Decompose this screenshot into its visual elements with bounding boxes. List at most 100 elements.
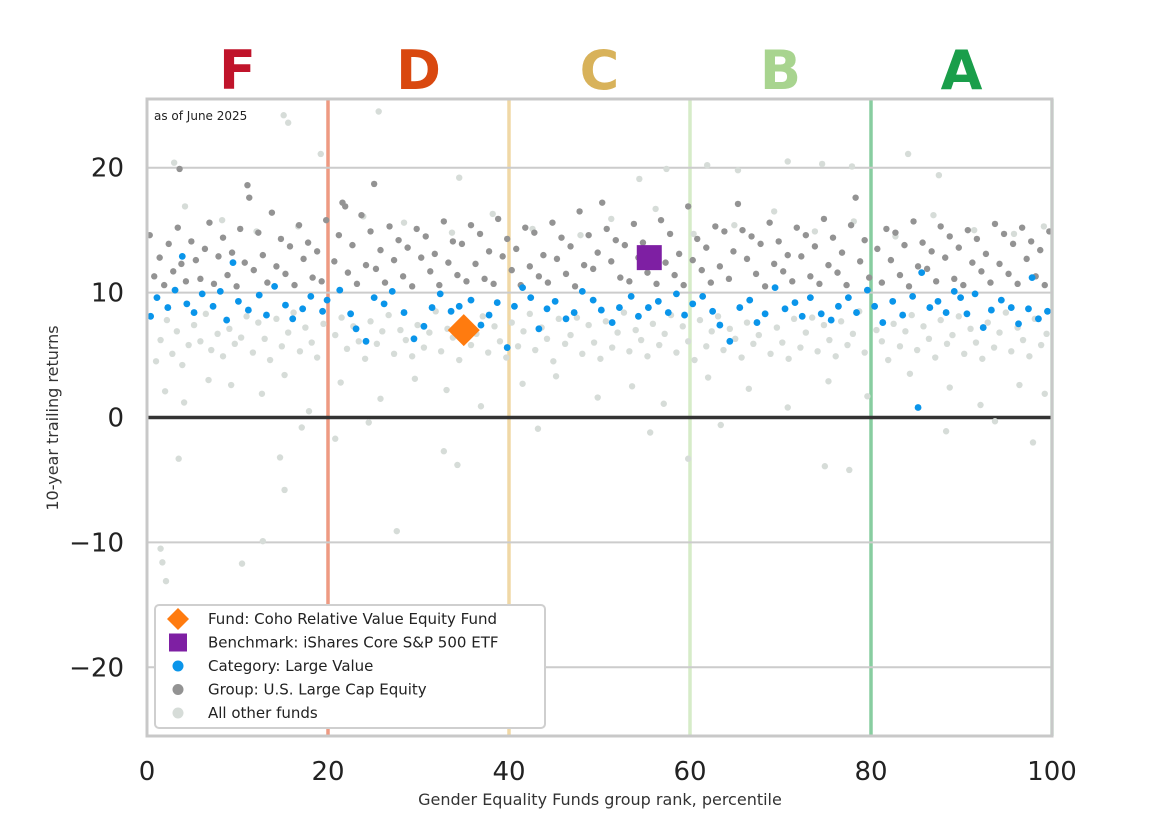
data-point bbox=[934, 297, 942, 305]
data-point bbox=[955, 313, 962, 320]
data-point bbox=[654, 297, 662, 305]
data-point bbox=[503, 235, 511, 243]
legend-marker bbox=[172, 660, 184, 672]
data-point bbox=[375, 108, 382, 115]
data-point bbox=[1015, 320, 1022, 328]
data-point bbox=[562, 270, 570, 278]
data-point bbox=[399, 273, 407, 280]
data-point bbox=[156, 254, 163, 261]
data-point bbox=[201, 245, 209, 253]
data-point bbox=[395, 236, 402, 244]
data-point bbox=[161, 388, 169, 395]
data-point bbox=[937, 316, 944, 324]
data-point bbox=[490, 280, 497, 288]
data-point bbox=[192, 256, 200, 264]
data-point bbox=[971, 290, 979, 298]
data-point bbox=[594, 394, 601, 401]
data-point bbox=[264, 279, 271, 286]
data-point bbox=[300, 255, 307, 263]
y-axis-ticks: 20 10 0 −10 −20 bbox=[69, 154, 124, 684]
data-point bbox=[408, 283, 416, 290]
data-point bbox=[846, 466, 853, 474]
data-point bbox=[218, 216, 226, 224]
data-point bbox=[358, 211, 365, 219]
data-point bbox=[337, 379, 344, 386]
data-point bbox=[620, 309, 628, 316]
data-point bbox=[463, 278, 470, 285]
data-point bbox=[767, 350, 774, 357]
data-point bbox=[206, 219, 213, 226]
data-point bbox=[1000, 230, 1008, 238]
data-point bbox=[937, 223, 944, 230]
data-point bbox=[320, 320, 327, 328]
grade-label: D bbox=[396, 39, 441, 102]
data-point bbox=[164, 304, 172, 311]
data-point bbox=[1005, 270, 1012, 278]
data-point bbox=[238, 560, 246, 567]
data-point bbox=[808, 314, 816, 321]
data-point bbox=[666, 230, 674, 238]
data-point bbox=[946, 233, 953, 240]
data-point bbox=[367, 228, 374, 235]
data-point bbox=[709, 307, 717, 315]
data-point bbox=[355, 338, 362, 345]
data-point bbox=[960, 281, 967, 289]
data-point bbox=[1043, 330, 1050, 338]
data-point bbox=[614, 329, 621, 336]
data-point bbox=[377, 246, 384, 254]
data-point bbox=[227, 381, 235, 389]
data-point bbox=[585, 321, 592, 329]
data-point bbox=[181, 203, 189, 210]
data-point bbox=[278, 343, 286, 350]
legend-label: Group: U.S. Large Cap Equity bbox=[208, 681, 427, 699]
data-point bbox=[597, 355, 604, 362]
data-point bbox=[290, 309, 297, 316]
data-point bbox=[987, 306, 995, 314]
data-point bbox=[914, 404, 922, 411]
data-point bbox=[543, 335, 551, 343]
data-point bbox=[332, 331, 339, 339]
data-point bbox=[798, 312, 806, 320]
data-point bbox=[246, 194, 253, 201]
data-point bbox=[228, 249, 236, 256]
legend-box bbox=[154, 604, 546, 729]
data-point bbox=[467, 221, 475, 229]
data-point bbox=[281, 486, 288, 494]
data-point bbox=[653, 280, 660, 288]
data-point bbox=[576, 208, 583, 215]
grade-label: B bbox=[760, 39, 801, 102]
data-point bbox=[322, 216, 330, 224]
data-point bbox=[481, 275, 488, 283]
data-point bbox=[1041, 390, 1048, 397]
data-point bbox=[707, 279, 715, 286]
data-point bbox=[255, 319, 262, 326]
data-point bbox=[616, 304, 623, 311]
data-point bbox=[313, 354, 321, 361]
data-point bbox=[743, 255, 751, 263]
data-point bbox=[400, 309, 408, 316]
data-point bbox=[649, 320, 657, 328]
data-point bbox=[295, 221, 303, 229]
data-point bbox=[485, 311, 493, 319]
data-point bbox=[630, 220, 638, 228]
data-point bbox=[349, 241, 356, 249]
data-point bbox=[1016, 381, 1023, 389]
data-point bbox=[520, 328, 527, 335]
data-point bbox=[691, 356, 698, 364]
data-point bbox=[943, 340, 951, 348]
data-point bbox=[411, 375, 419, 382]
data-point bbox=[291, 281, 298, 289]
legend-marker bbox=[172, 707, 184, 719]
data-point bbox=[843, 281, 850, 289]
data-point bbox=[963, 310, 971, 318]
data-point bbox=[176, 165, 183, 173]
data-point bbox=[341, 203, 349, 210]
data-point bbox=[571, 283, 579, 290]
data-point bbox=[770, 208, 778, 215]
data-point bbox=[878, 279, 886, 286]
data-point bbox=[420, 322, 428, 330]
data-point bbox=[567, 331, 574, 339]
legend-marker bbox=[169, 633, 187, 652]
data-point bbox=[299, 305, 307, 313]
